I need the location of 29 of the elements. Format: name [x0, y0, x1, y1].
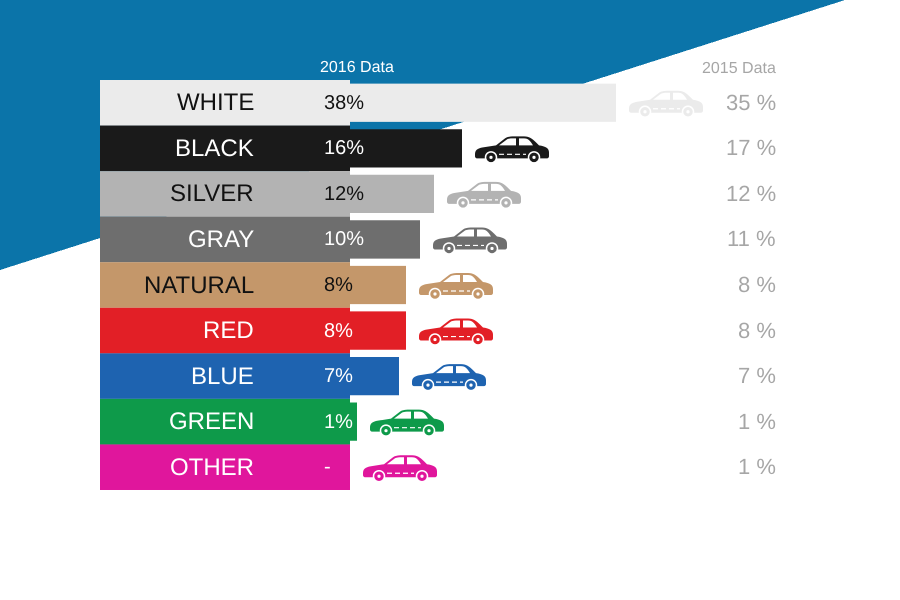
data-label: 1% — [324, 411, 354, 433]
text: 2015 Data — [702, 60, 776, 77]
data-label: 16% — [324, 137, 364, 159]
data-label: 8% — [324, 274, 354, 296]
data-label: 10% — [324, 228, 364, 250]
text: 8 % — [738, 318, 776, 343]
y-tick-label: SILVER — [170, 180, 254, 207]
text: 17 % — [726, 135, 776, 160]
text: 1 % — [738, 454, 776, 480]
data-label: 7% — [324, 365, 354, 387]
y-tick-label: GREEN — [169, 408, 254, 435]
y-tick-label: WHITE — [177, 89, 254, 116]
text: 7 % — [738, 363, 776, 388]
text: 12 % — [726, 180, 776, 206]
text: 35 % — [726, 90, 776, 115]
data-label: 8% — [324, 320, 354, 342]
series-label: 2016 Data — [320, 59, 394, 76]
y-tick-label: OTHER — [170, 454, 254, 481]
y-tick-label: RED — [203, 317, 254, 344]
text: 8 % — [738, 272, 776, 297]
data-label: 12% — [324, 183, 364, 205]
y-tick-label: GRAY — [188, 226, 254, 253]
y-tick-label: BLUE — [191, 363, 254, 390]
text: 11 % — [727, 226, 776, 252]
text: - — [324, 456, 331, 478]
y-tick-label: NATURAL — [144, 272, 254, 299]
text: 1 % — [738, 408, 776, 434]
data-label: 38% — [324, 92, 364, 114]
y-tick-label: BLACK — [175, 135, 254, 162]
